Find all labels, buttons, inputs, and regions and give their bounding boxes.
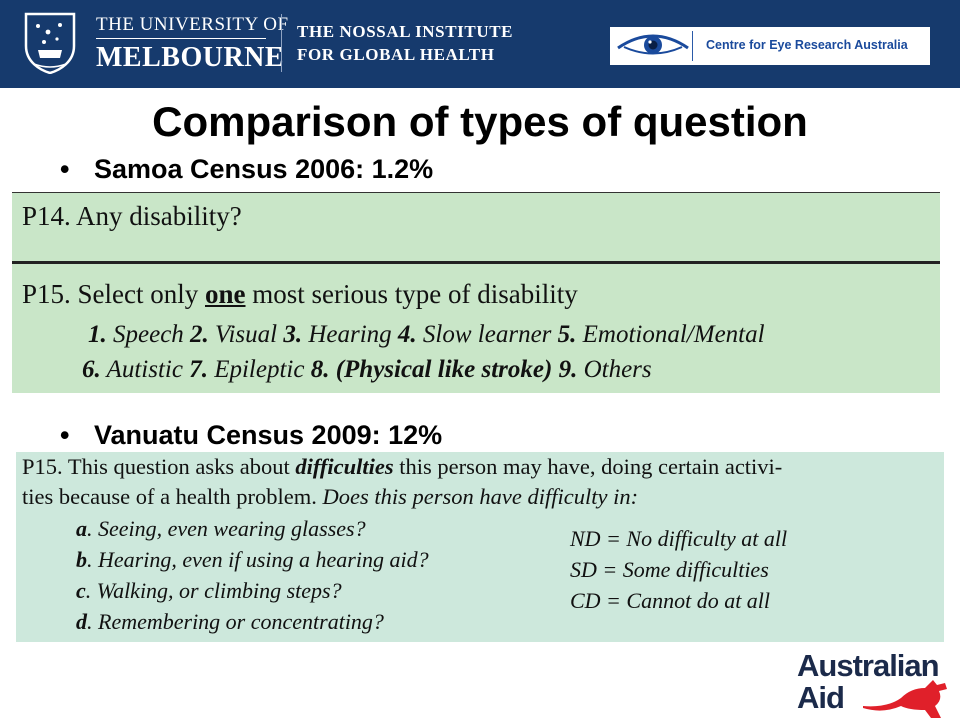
aid-logo-line1: Australian xyxy=(797,648,940,683)
university-name-top: THE UNIVERSITY OF xyxy=(96,14,289,35)
bullet-vanuatu-text: Vanuatu Census 2009: 12% xyxy=(94,420,443,450)
p15v-line2-italic: Does this person have difficulty in: xyxy=(322,484,639,509)
p15v-emphasis: difficulties xyxy=(295,454,394,479)
p15v-text-pre: P15. This question asks about xyxy=(22,454,296,479)
institute-name-line2: FOR GLOBAL HEALTH xyxy=(297,45,495,64)
option-hearing: Hearing xyxy=(302,321,398,348)
option-number: 2. xyxy=(190,321,209,348)
option-number: 9. xyxy=(558,356,578,383)
option-number: 4. xyxy=(397,321,417,348)
bullet-dot-icon: • xyxy=(60,154,70,184)
item-text: . Remembering or concentrating? xyxy=(87,609,384,634)
option-number: 3. xyxy=(283,321,303,348)
option-visual: Visual xyxy=(208,321,284,348)
question-p15-vanuatu-cont: ties because of a health problem. Does t… xyxy=(22,484,638,510)
difficulty-item-a: a. Seeing, even wearing glasses? xyxy=(76,516,366,542)
bullet-samoa-text: Samoa Census 2006: 1.2% xyxy=(94,154,434,184)
university-crest-icon xyxy=(24,12,76,74)
university-name: MELBOURNE xyxy=(96,42,285,73)
item-letter: a xyxy=(76,516,87,541)
option-emotional: Emotional/Mental xyxy=(576,321,765,348)
question-p14: P14. Any disability? xyxy=(22,201,242,231)
p15-emphasis: one xyxy=(205,279,246,309)
option-number: 5. xyxy=(557,321,577,348)
response-key-cd: CD = Cannot do at all xyxy=(570,588,771,613)
bullet-vanuatu: • Vanuatu Census 2009: 12% xyxy=(60,420,442,451)
question-p15: P15. Select only one most serious type o… xyxy=(22,279,578,310)
header-rule xyxy=(96,38,266,39)
p15-text-post: most serious type of disability xyxy=(245,279,578,309)
item-letter: b xyxy=(76,547,87,572)
australian-aid-logo: Australian Aid xyxy=(795,648,960,720)
difficulty-item-b: b. Hearing, even if using a hearing aid? xyxy=(76,547,429,573)
disability-options-line1: 1. Speech 2. Visual 3. Hearing 4. Slow l… xyxy=(88,321,765,349)
option-autistic: Autistic xyxy=(100,356,190,383)
vanuatu-question-panel: P15. This question asks about difficulti… xyxy=(16,452,944,642)
difficulty-item-c: c. Walking, or climbing steps? xyxy=(76,578,342,604)
bullet-samoa: • Samoa Census 2006: 1.2% xyxy=(60,154,433,185)
cera-logo: Centre for Eye Research Australia xyxy=(610,27,930,65)
item-text: . Hearing, even if using a hearing aid? xyxy=(87,547,429,572)
response-key-nd: ND = No difficulty at all xyxy=(570,526,788,551)
panel-divider xyxy=(12,261,940,264)
question-p15-vanuatu: P15. This question asks about difficulti… xyxy=(22,454,782,480)
option-speech: Speech xyxy=(106,321,191,348)
partner-name: Centre for Eye Research Australia xyxy=(706,38,908,52)
option-number: 7. xyxy=(189,356,208,383)
item-letter: d xyxy=(76,609,87,634)
option-physical: 8. (Physical like stroke) xyxy=(310,356,553,383)
option-slow-learner: Slow learner xyxy=(416,321,558,348)
response-key-sd: SD = Some difficulties xyxy=(570,557,769,582)
option-epileptic: Epileptic xyxy=(207,356,311,383)
p15-text-pre: P15. Select only xyxy=(22,279,205,309)
disability-options-line2: 6. Autistic 7. Epileptic 8. (Physical li… xyxy=(82,356,652,384)
item-text: . Seeing, even wearing glasses? xyxy=(87,516,366,541)
difficulty-item-d: d. Remembering or concentrating? xyxy=(76,609,384,635)
eye-icon xyxy=(617,34,689,55)
header-divider xyxy=(281,14,282,72)
option-others: Others xyxy=(577,356,652,383)
item-text: . Walking, or climbing steps? xyxy=(85,578,342,603)
header-banner: THE UNIVERSITY OF MELBOURNE THE NOSSAL I… xyxy=(0,0,960,88)
p15v-line2-text: ties because of a health problem. xyxy=(22,484,323,509)
kangaroo-icon xyxy=(863,680,947,718)
p15v-text-post: this person may have, doing certain acti… xyxy=(393,454,783,479)
cera-divider xyxy=(692,31,693,61)
option-number: 1. xyxy=(88,321,107,348)
bullet-dot-icon: • xyxy=(60,420,70,450)
slide-title: Comparison of types of question xyxy=(152,98,808,145)
institute-name-line1: THE NOSSAL INSTITUTE xyxy=(297,22,514,41)
option-number: 6. xyxy=(82,356,101,383)
aid-logo-line2: Aid xyxy=(797,680,845,715)
item-letter: c xyxy=(76,578,86,603)
samoa-question-panel: P14. Any disability? P15. Select only on… xyxy=(12,192,940,393)
